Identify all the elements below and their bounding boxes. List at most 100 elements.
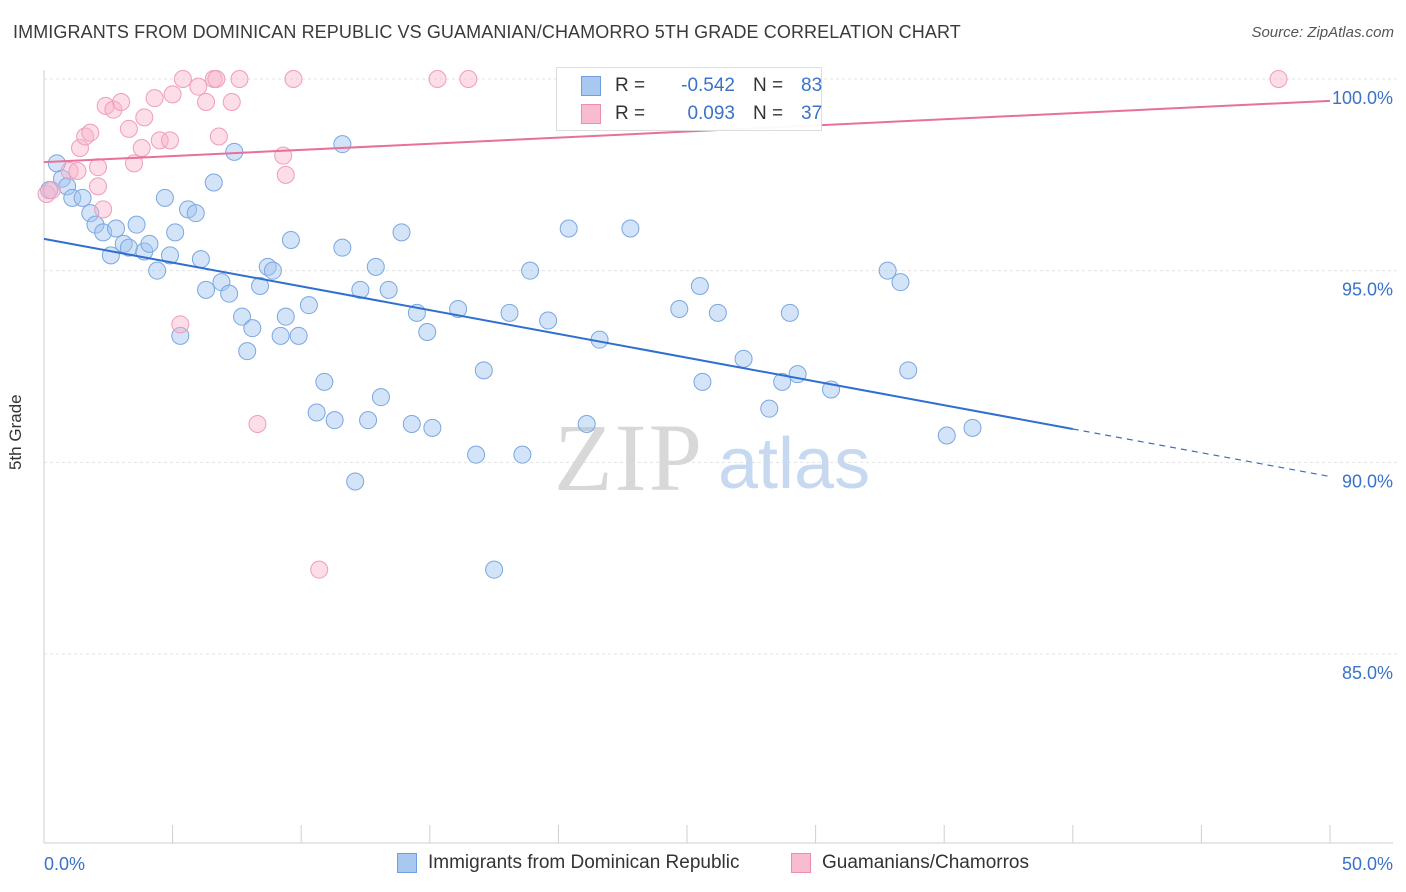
pink-data-point xyxy=(163,85,182,104)
pink-data-point xyxy=(104,100,123,119)
pink-data-point xyxy=(207,70,226,88)
blue-data-point xyxy=(86,215,105,234)
pink-data-point xyxy=(60,162,79,180)
blue-data-point xyxy=(315,372,334,391)
pink-data-point xyxy=(222,93,241,111)
x-tick-label: 0.0% xyxy=(44,854,85,874)
y-tick-label: 100.0% xyxy=(1332,88,1393,108)
pink-data-point xyxy=(284,70,303,88)
pink-data-point xyxy=(197,93,216,111)
data-points xyxy=(37,70,1288,579)
series-legend-label: Immigrants from Dominican Republic xyxy=(428,852,740,873)
blue-data-point xyxy=(233,307,252,326)
blue-data-point xyxy=(359,411,378,430)
blue-data-point xyxy=(559,219,578,238)
trend-lines xyxy=(43,99,1331,478)
blue-data-point xyxy=(773,372,792,391)
pink-data-point xyxy=(161,131,180,150)
blue-data-point xyxy=(963,418,982,437)
pink-data-point xyxy=(135,108,154,127)
blue-data-point xyxy=(513,445,532,464)
blue-data-point xyxy=(521,261,540,280)
pink-data-point xyxy=(145,89,164,108)
blue-data-point xyxy=(760,399,779,418)
legend-swatch-blue xyxy=(581,76,601,96)
pink-data-point xyxy=(248,415,267,433)
pink-data-point xyxy=(276,165,295,184)
blue-data-point xyxy=(467,445,486,464)
pink-data-point xyxy=(171,315,190,334)
blue-data-point xyxy=(299,296,318,315)
blue-data-point xyxy=(346,472,365,491)
blue-data-point xyxy=(119,238,138,257)
pink-data-point xyxy=(42,181,61,200)
y-tick-label: 95.0% xyxy=(1342,280,1393,300)
blue-data-point xyxy=(161,246,180,265)
pink-data-point xyxy=(71,139,90,157)
blue-data-point xyxy=(423,418,442,437)
pink-data-point xyxy=(310,560,329,579)
blue-data-point xyxy=(379,280,398,299)
pink-data-point xyxy=(81,123,100,142)
watermark: ZIP atlas xyxy=(554,404,870,511)
blue-data-point xyxy=(166,223,185,242)
pink-data-point xyxy=(428,70,447,88)
pink-data-point xyxy=(68,162,87,180)
pink-data-point xyxy=(89,158,108,177)
pink-data-point xyxy=(189,77,208,96)
blue-data-point xyxy=(107,219,126,238)
series-legend-item-pink: Guamanians/Chamorros xyxy=(791,852,1029,874)
blue-data-point xyxy=(392,223,411,242)
tick-labels: 85.0% 90.0% 95.0% 100.0% 0.0% 50.0% xyxy=(44,88,1393,874)
blue-data-point xyxy=(127,215,146,234)
legend-r-label: R = xyxy=(615,103,646,124)
legend-row-pink: R = 0.093 N = 37 xyxy=(557,100,822,128)
blue-data-point xyxy=(251,277,270,295)
blue-data-point xyxy=(204,173,223,192)
blue-data-point xyxy=(891,273,910,292)
blue-data-point xyxy=(449,300,468,318)
blue-data-point xyxy=(325,411,344,430)
blue-data-point xyxy=(276,307,295,326)
blue-data-point xyxy=(333,238,352,257)
blue-data-point xyxy=(307,403,326,422)
blue-trend-line xyxy=(43,237,1073,430)
pink-data-point xyxy=(94,200,113,219)
blue-data-point xyxy=(63,188,82,207)
chart-title: IMMIGRANTS FROM DOMINICAN REPUBLIC VS GU… xyxy=(13,22,961,42)
blue-data-point xyxy=(708,303,727,322)
watermark-zip: ZIP xyxy=(554,404,704,511)
legend-swatch-pink xyxy=(581,104,601,124)
blue-data-point xyxy=(58,177,77,196)
legend-r-label: R = xyxy=(615,75,646,96)
blue-data-point xyxy=(140,234,159,253)
watermark-atlas: atlas xyxy=(718,424,870,504)
legend-r-value: 0.093 xyxy=(687,103,735,124)
blue-data-point xyxy=(693,372,712,391)
blue-data-point xyxy=(780,303,799,322)
y-axis-label: 5th Grade xyxy=(6,394,25,470)
correlation-legend: R = -0.542 N = 83 R = 0.093 N = 37 xyxy=(556,67,822,131)
pink-data-point xyxy=(173,70,192,88)
source-note: Source: ZipAtlas.com xyxy=(1251,24,1394,41)
blue-data-point xyxy=(899,361,918,380)
pink-data-point xyxy=(119,119,138,138)
legend-n-value: 37 xyxy=(801,103,823,124)
blue-data-point xyxy=(577,415,596,433)
blue-data-point xyxy=(418,323,437,341)
blue-data-point xyxy=(197,280,216,299)
pink-data-point xyxy=(150,131,169,150)
y-tick-label: 85.0% xyxy=(1342,663,1393,683)
blue-data-point xyxy=(238,342,257,361)
legend-n-label: N = xyxy=(753,75,784,96)
blue-data-point xyxy=(155,188,174,207)
pink-data-point xyxy=(112,93,131,111)
blue-data-point xyxy=(621,219,640,238)
blue-data-point xyxy=(485,560,504,579)
blue-data-point xyxy=(243,319,262,338)
series-legend: Immigrants from Dominican Republic Guama… xyxy=(0,852,1406,876)
blue-data-point xyxy=(670,300,689,318)
blue-data-point xyxy=(73,188,92,207)
blue-data-point xyxy=(220,284,239,303)
